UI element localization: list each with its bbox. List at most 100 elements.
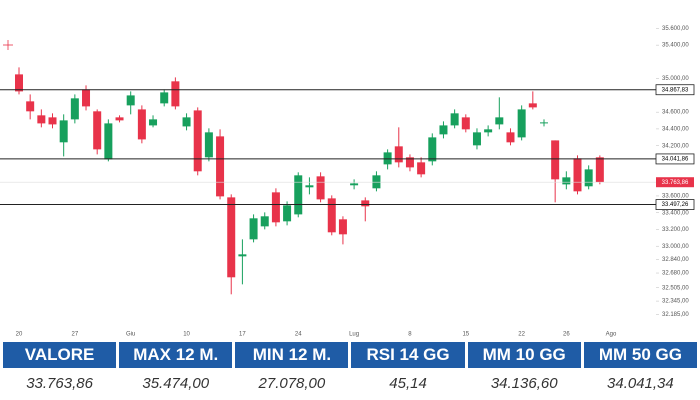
y-tick-label: 34.400,00 [662,126,689,132]
candle-body [394,146,403,163]
candle-body [160,92,169,104]
candle-body [93,111,102,150]
x-tick-label: Lug [349,332,359,338]
level-label: 34.867,83 [662,87,689,93]
last-price-box [656,177,694,188]
chart: 35.600,00 35.400,00 35.000,00 34.600,00 34.4… [0,26,695,338]
candle-body [439,125,448,135]
candle-body [573,158,582,192]
candle-body [361,200,370,207]
x-tick-label: 26 [563,332,570,338]
level-label-box [655,84,695,96]
candle-body [26,101,35,112]
cell: 45,14 [389,374,427,392]
level-label-box [655,199,695,210]
y-tick-label: 32.840,00 [662,257,689,263]
candle-body [137,109,146,140]
candle-body [271,192,280,223]
candle-body [283,205,292,222]
candle-body [450,113,459,126]
level-label: 33.497,26 [662,202,689,208]
value-row: 33.763,86 35.474,00 27.078,00 45,14 34.136,6… [3,370,697,396]
level-label: 34.041,86 [662,157,689,163]
column-header: RSI 14 GG [351,342,465,368]
y-tick-label: 34.200,00 [662,143,689,149]
candle-body [70,98,79,120]
candle-body [539,122,548,124]
column-header: MAX 12 M. [119,342,233,368]
candle-body [584,169,593,187]
candle-body [204,132,213,158]
candle-body [417,162,426,175]
x-tick-label: Giu [126,332,135,338]
candle-body [305,185,314,188]
y-tick-label: 33.200,00 [662,227,689,233]
candle-body [193,110,202,172]
candle-body [59,120,68,143]
candle-body [216,136,225,197]
candle-body [506,132,515,143]
candle-body [595,157,604,183]
candle-body [405,157,414,168]
y-tick-label: 33.400,00 [662,210,689,216]
x-tick-label: 24 [295,332,302,338]
x-tick-label: 8 [408,332,412,338]
level-label-box [655,153,695,165]
y-tick-label: 35.000,00 [662,76,689,82]
candle-body [126,95,135,106]
candle-body [249,218,258,240]
cell: 34.136,60 [490,374,558,392]
candle-body [182,117,191,127]
y-tick-label: 35.600,00 [662,26,689,32]
candle-body [372,175,381,189]
candle-body [338,219,347,235]
candle-body [227,197,236,278]
candle-body [461,117,470,130]
candle-body [528,103,537,108]
candle-body [104,123,113,160]
y-tick-label: 33.600,00 [662,194,689,200]
y-tick-label: 32.345,00 [662,299,689,305]
candle-body [517,109,526,138]
x-tick-label: 17 [239,332,246,338]
cell: 27.078,00 [258,374,326,392]
x-tick-label: 22 [518,332,525,338]
x-tick-label: Ago [606,332,617,338]
cell: 33.763,86 [26,374,93,392]
candle-body [495,117,504,125]
candle-body [238,254,247,257]
candle-body [562,177,571,185]
y-tick-label: 35.400,00 [662,43,689,49]
candle-body [115,117,124,121]
last-price-label: 33.763,86 [662,180,689,186]
column-header: MIN 12 M. [235,342,349,368]
candle-body [48,117,57,125]
column-header: VALORE [3,342,117,368]
cell: 34.041,34 [607,374,674,392]
y-tick-label: 32.185,00 [662,312,689,318]
candle-body [428,137,437,162]
candle-body [383,152,392,165]
candle-body [472,132,481,146]
candle-body [260,216,269,227]
candle-body [37,115,46,124]
candle-body [350,183,359,186]
x-tick-label: 27 [72,332,79,338]
column-header: MM 50 GG [583,342,697,368]
y-tick-label: 32.505,00 [662,285,689,291]
candle-body [15,74,23,92]
candle-body [82,89,91,107]
stats-table: VALORE MAX 12 M. MIN 12 M. RSI 14 GG MM 10 G… [0,340,700,398]
y-tick-label: 34.600,00 [662,110,689,116]
x-tick-label: 15 [462,332,469,338]
y-tick-label: 32.680,00 [662,271,689,277]
x-tick-label: 10 [183,332,190,338]
y-tick-label: 33.000,00 [662,244,689,250]
column-header: MM 10 GG [467,342,581,368]
candle-body [316,176,325,200]
candle-body [551,140,560,180]
candle-body [149,119,158,126]
header-row: VALORE MAX 12 M. MIN 12 M. RSI 14 GG MM 10 G… [3,342,697,368]
candle-body [294,175,303,215]
